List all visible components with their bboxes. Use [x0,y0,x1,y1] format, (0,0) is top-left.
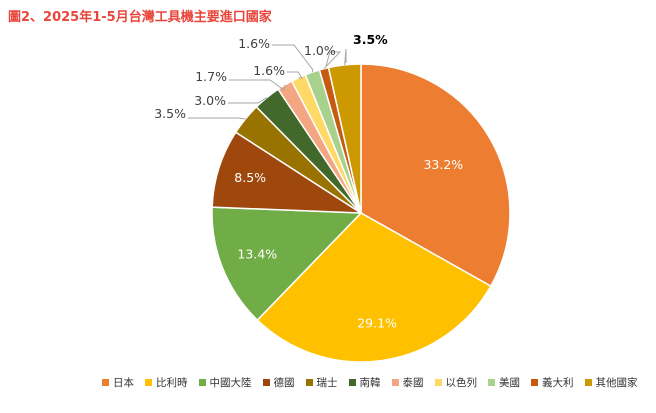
legend-label: 南韓 [359,377,381,389]
legend-label: 瑞士 [316,377,338,389]
legend-item-3: 中國大陸 [198,375,252,390]
legend-swatch [102,379,109,386]
leader-line-5 [188,117,246,120]
pie-slice-2 [256,212,492,363]
data-label-11: 3.5% [353,32,388,47]
pie-slice-11 [327,63,362,214]
legend-label: 日本 [113,377,134,389]
data-label-6: 3.0% [194,93,226,108]
leader-line-11 [344,48,347,65]
legend-item-1: 日本 [102,375,134,390]
pie-slice-3 [211,206,363,322]
leader-line-8 [287,71,303,79]
data-labels: 33.2% 29.1% 13.4% 8.5% 3.5% 3.0% 1.7% 1.6% 1.6% 1… [154,32,463,331]
data-label-10: 1.0% [304,43,336,58]
data-label-1: 33.2% [423,157,463,172]
chart-legend: 日本 比利時 中國大陸 德國 瑞士 南韓 泰國 以色列 美國 義大利 其他國家 [102,375,649,390]
data-label-8: 1.6% [253,63,285,78]
legend-swatch [531,379,538,386]
legend-item-6: 南韓 [348,375,381,390]
data-label-7: 1.7% [195,69,227,84]
legend-label: 德國 [273,377,295,389]
legend-swatch [145,379,152,386]
legend-label: 以色列 [445,377,478,389]
legend-item-10: 義大利 [531,375,574,390]
legend-item-9: 美國 [488,375,520,390]
data-label-4: 8.5% [234,170,266,185]
leader-lines [188,44,347,120]
legend-swatch [434,379,442,386]
legend-swatch [198,379,206,386]
legend-swatch [488,379,495,386]
legend-item-5: 瑞士 [305,375,338,390]
legend-label: 中國大陸 [209,377,252,389]
chart-title: 圖2、2025年1-5月台灣工具機主要進口國家 [8,10,272,25]
legend-swatch [391,379,399,386]
data-label-9: 1.6% [238,36,270,51]
data-label-3: 13.4% [237,247,277,262]
pie-slices [211,63,511,363]
leader-line-9 [272,44,314,73]
legend-swatch [262,379,270,386]
legend-swatch [305,379,313,386]
legend-item-7: 泰國 [391,375,424,390]
data-label-5: 3.5% [154,106,186,121]
leader-line-6 [228,97,268,104]
legend-swatch [584,379,592,386]
legend-item-4: 德國 [262,375,295,390]
legend-item-2: 比利時 [145,375,188,390]
legend-label: 比利時 [156,377,188,389]
legend-label: 美國 [499,377,520,389]
legend-label: 泰國 [402,377,424,389]
legend-label: 義大利 [542,377,574,389]
leader-line-10 [323,51,342,70]
legend-swatch [348,379,356,386]
leader-line-7 [229,79,286,91]
legend-label: 其他國家 [595,377,638,389]
data-label-2: 29.1% [357,316,397,331]
pie-slice-1 [360,63,511,288]
legend-item-11: 其他國家 [584,375,638,390]
legend-item-8: 以色列 [434,375,478,390]
